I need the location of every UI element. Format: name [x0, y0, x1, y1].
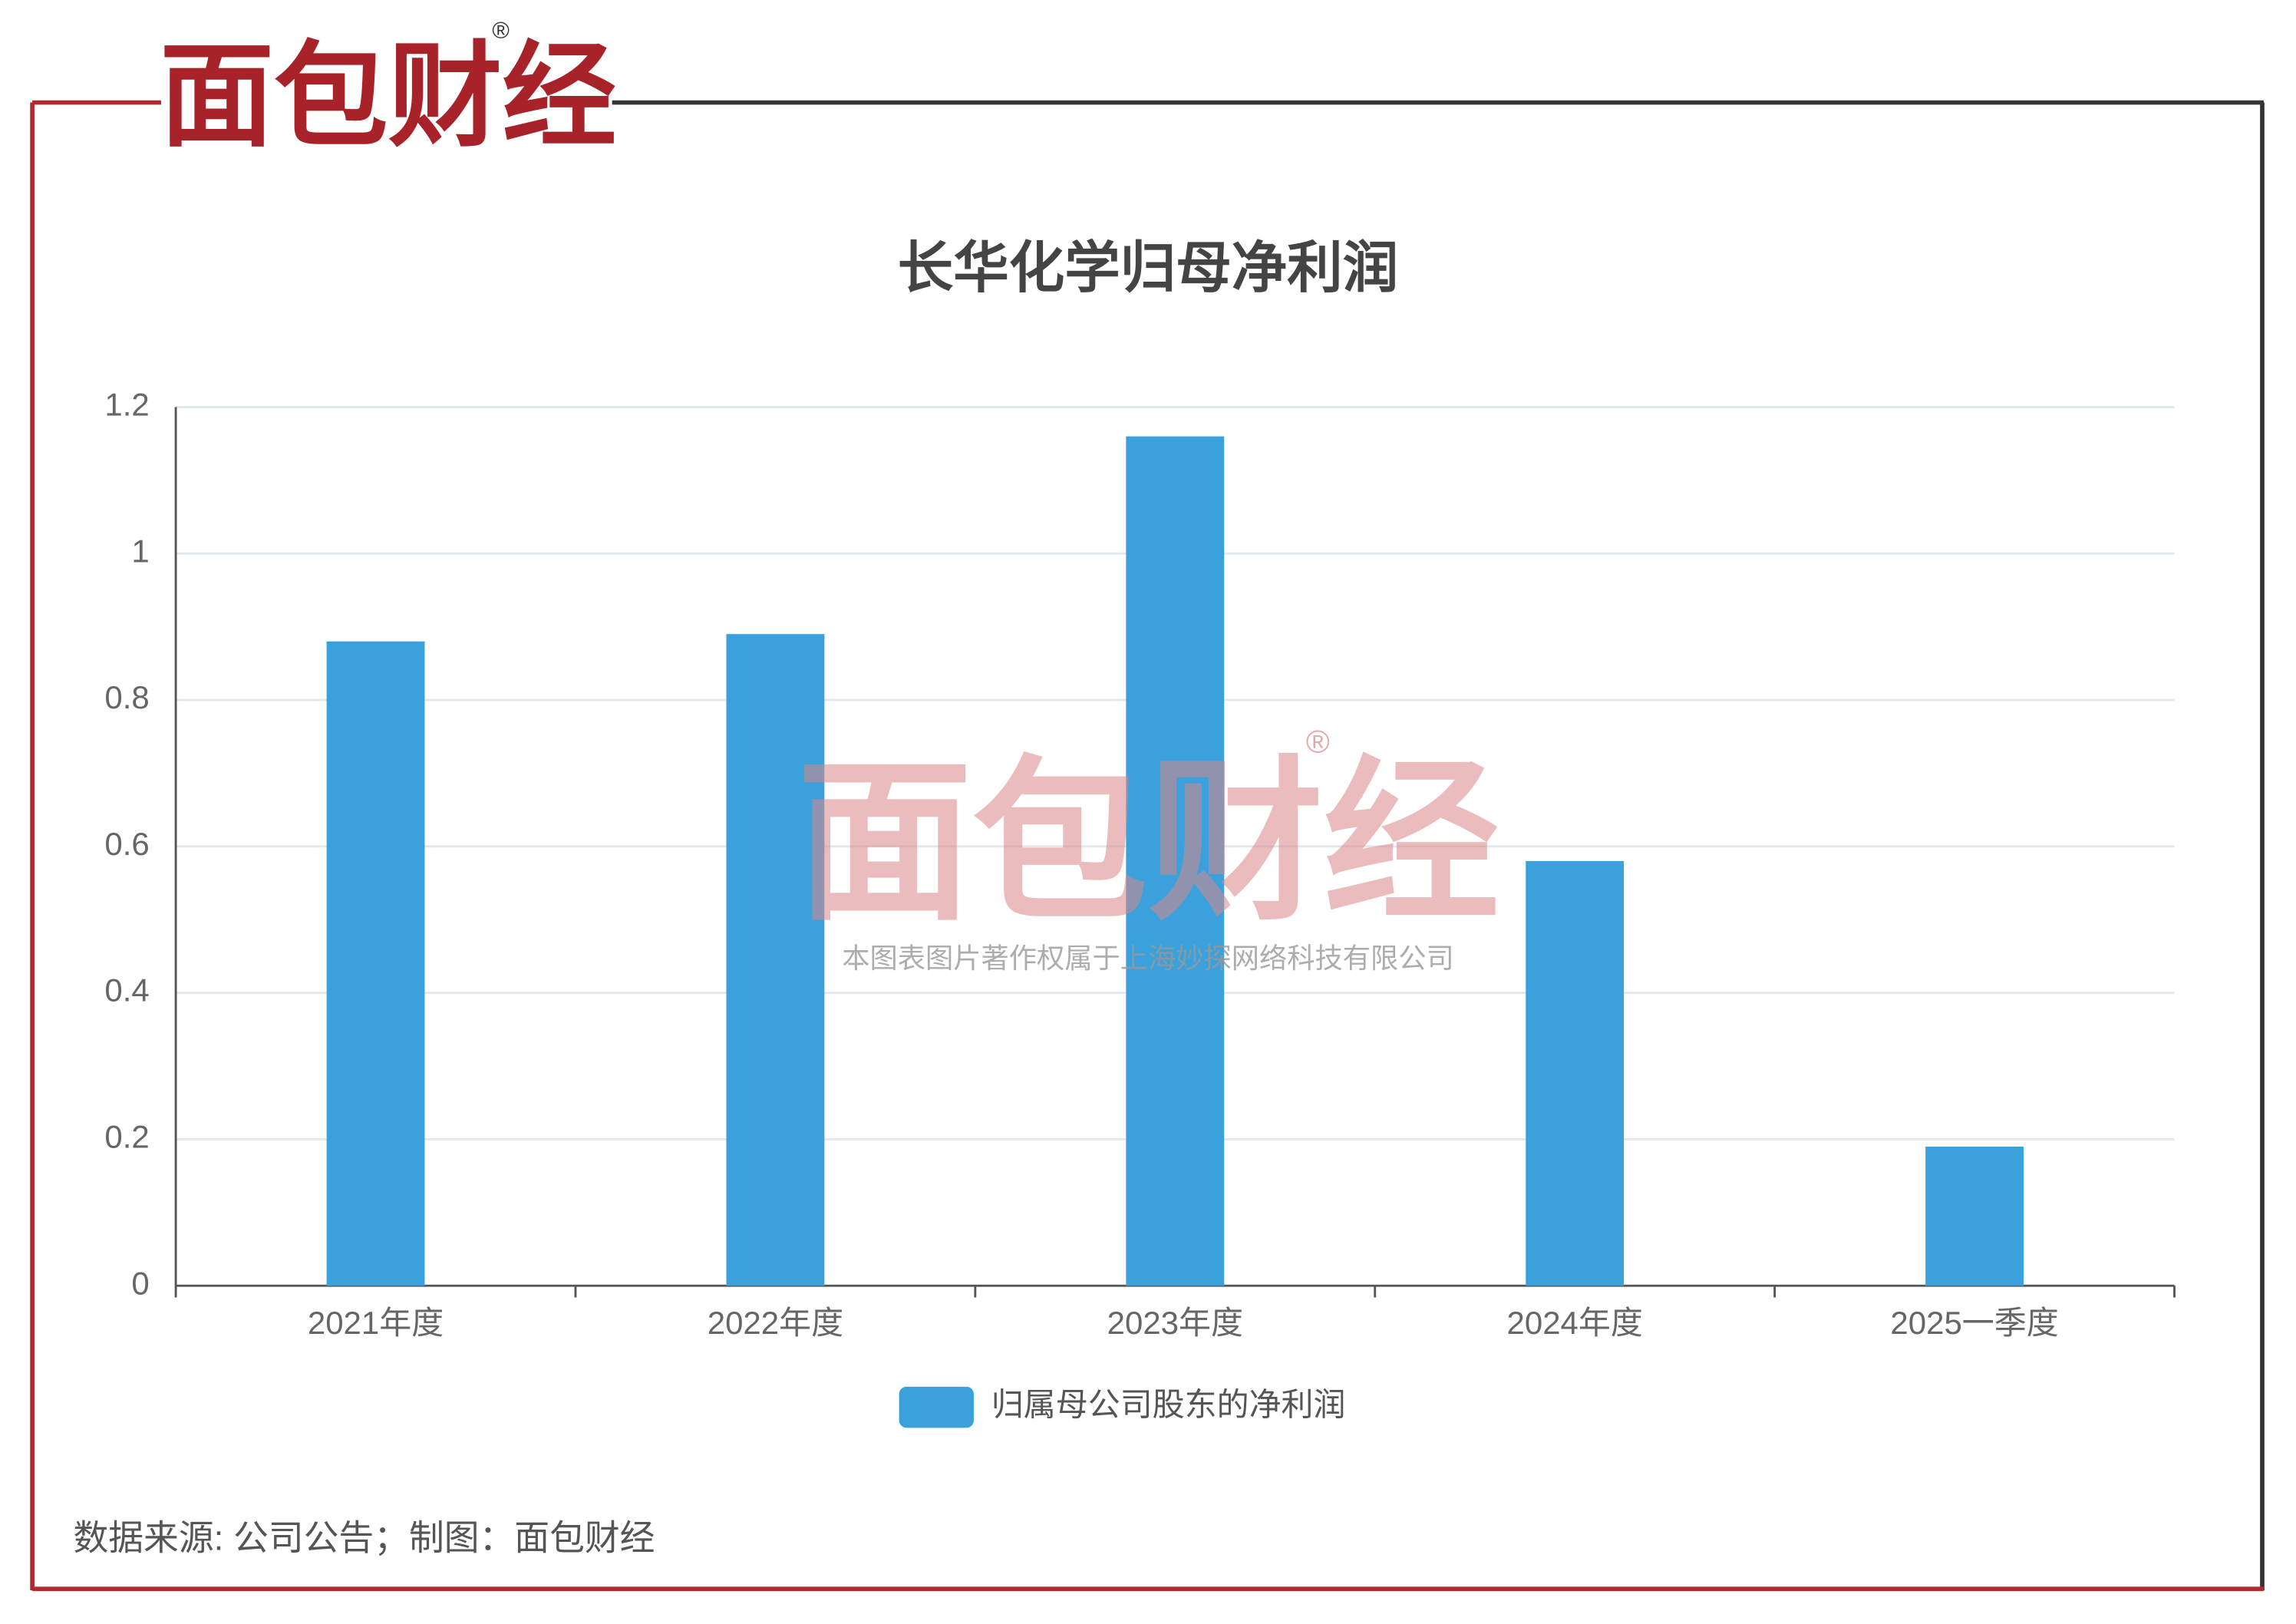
logo: 面包财经 [160, 32, 616, 160]
bar [726, 634, 825, 1286]
source: 数据来源: 公司公告；制图：面包财经 [74, 1518, 655, 1557]
watermark: 面包财经 [797, 744, 1499, 941]
bar [326, 641, 425, 1286]
y-tick-label: 0.8 [104, 679, 149, 715]
x-tick-label: 2023年度 [1107, 1305, 1243, 1341]
legend-swatch [899, 1386, 974, 1428]
watermark-copyright: 本图表图片著作权属于上海妙探网络科技有限公司 [842, 942, 1454, 974]
plot: 0 0.2 0.4 0.6 0.8 1 1.2 2021年度 2022年度 2023年度 2024年… [104, 387, 2176, 1428]
bar [1126, 436, 1225, 1286]
y-tick-label: 0 [131, 1265, 149, 1301]
y-tick-label: 0.2 [104, 1119, 149, 1155]
registered-mark: ® [492, 18, 510, 44]
chart-title: 长华化学归母净利润 [898, 237, 1399, 299]
x-tick-label: 2025一季度 [1890, 1305, 2058, 1341]
x-tick-label: 2022年度 [708, 1305, 843, 1341]
y-tick-label: 0.4 [104, 972, 149, 1008]
y-tick-label: 1 [131, 533, 149, 569]
y-tick-label: 1.2 [104, 387, 149, 423]
bar [1925, 1146, 2024, 1286]
x-tick-label: 2021年度 [308, 1305, 444, 1341]
bar [1526, 860, 1625, 1286]
watermark-mark: ® [1306, 723, 1330, 759]
y-tick-label: 0.6 [104, 826, 149, 862]
legend-label: 归属母公司股东的净利润 [991, 1387, 1346, 1423]
x-tick-label: 2024年度 [1507, 1305, 1643, 1341]
